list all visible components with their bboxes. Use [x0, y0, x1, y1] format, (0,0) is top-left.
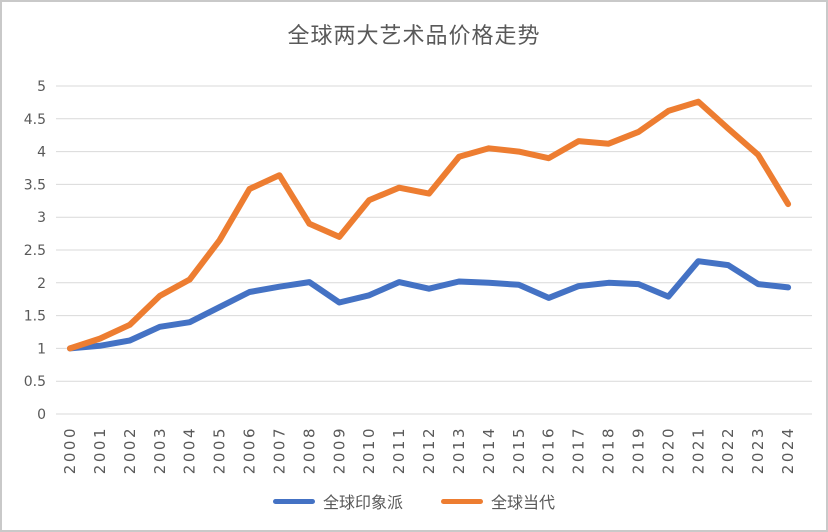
x-axis-tick-label: 2001 — [91, 426, 109, 474]
x-axis-tick-label: 2002 — [121, 426, 139, 474]
y-axis-tick-label: 5 — [37, 79, 46, 95]
y-axis-tick-label: 1 — [37, 341, 46, 357]
x-axis-tick-label: 2014 — [480, 426, 498, 474]
x-axis-tick-label: 2024 — [779, 426, 797, 474]
x-axis-tick-label: 2015 — [510, 426, 528, 474]
x-axis-tick-label: 2016 — [540, 426, 558, 474]
x-axis-tick-label: 2012 — [420, 426, 438, 474]
x-axis-tick-label: 2013 — [450, 426, 468, 474]
y-axis-tick-label: 0 — [37, 407, 46, 423]
series-line-1 — [67, 98, 792, 352]
legend-swatch-impressionist-line — [272, 498, 315, 504]
legend-label-contemporary: 全球当代 — [491, 493, 556, 512]
x-axis-tick-label: 2008 — [300, 426, 318, 474]
chart-title: 全球两大艺术品价格走势 — [287, 24, 541, 49]
x-axis-tick-label: 2000 — [61, 426, 79, 474]
series-line-0 — [67, 258, 792, 352]
y-axis-tick-label: 1.5 — [24, 309, 46, 325]
y-axis-tick-label: 2.5 — [24, 243, 46, 259]
chart-legend: 全球印象派 全球当代 — [0, 489, 828, 513]
x-axis-tick-label: 2017 — [570, 426, 588, 474]
x-axis-tick-label: 2023 — [749, 426, 767, 474]
y-axis-tick-label: 3.5 — [24, 177, 46, 193]
x-axis-tick-label: 2018 — [600, 426, 618, 474]
x-axis-tick-label: 2004 — [181, 426, 199, 474]
x-axis-tick-label: 2006 — [241, 426, 259, 474]
x-axis-tick-label: 2010 — [360, 426, 378, 474]
x-axis-tick-label: 2021 — [689, 426, 707, 474]
legend-label-impressionist: 全球印象派 — [322, 493, 403, 512]
y-axis-tick-label: 2 — [37, 276, 46, 292]
x-axis-tick-label: 2020 — [659, 426, 677, 474]
x-axis-tick-label: 2009 — [330, 426, 348, 474]
legend-item-contemporary: 全球当代 — [441, 489, 555, 513]
x-axis-tick-label: 2003 — [151, 426, 169, 474]
y-axis-tick-label: 3 — [37, 210, 46, 226]
x-axis-tick-label: 2022 — [719, 426, 737, 474]
x-axis-tick-label: 2019 — [629, 426, 647, 474]
y-axis-tick-label: 4 — [37, 145, 46, 161]
x-axis-tick-label: 2007 — [270, 426, 288, 474]
legend-item-impressionist: 全球印象派 — [272, 489, 403, 513]
y-axis-tick-label: 4.5 — [24, 112, 46, 128]
x-axis-tick-label: 2005 — [211, 426, 229, 474]
y-axis-tick-label: 0.5 — [24, 374, 46, 390]
x-axis-tick-label: 2011 — [390, 426, 408, 474]
legend-swatch-contemporary-line — [441, 498, 483, 504]
